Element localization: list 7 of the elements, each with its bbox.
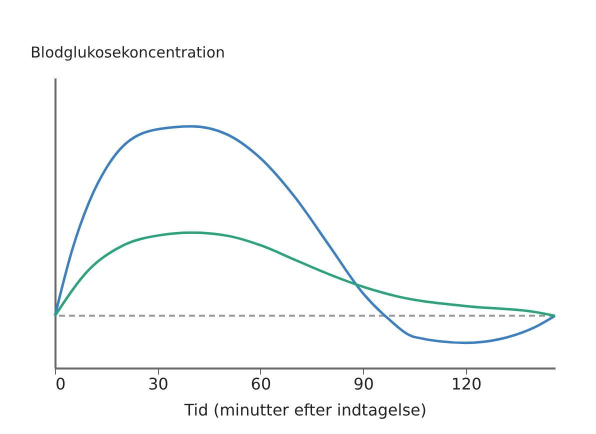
x-axis-title: Tid (minutter efter indtagelse) <box>183 400 427 420</box>
x-tick-label: 90 <box>354 374 374 394</box>
x-tick-label: 0 <box>56 374 66 394</box>
y-axis-title: Blodglukosekoncentration <box>30 44 226 62</box>
x-tick-label: 30 <box>148 374 168 394</box>
x-tick-label: 60 <box>250 374 272 394</box>
x-tick-label: 120 <box>451 374 482 394</box>
